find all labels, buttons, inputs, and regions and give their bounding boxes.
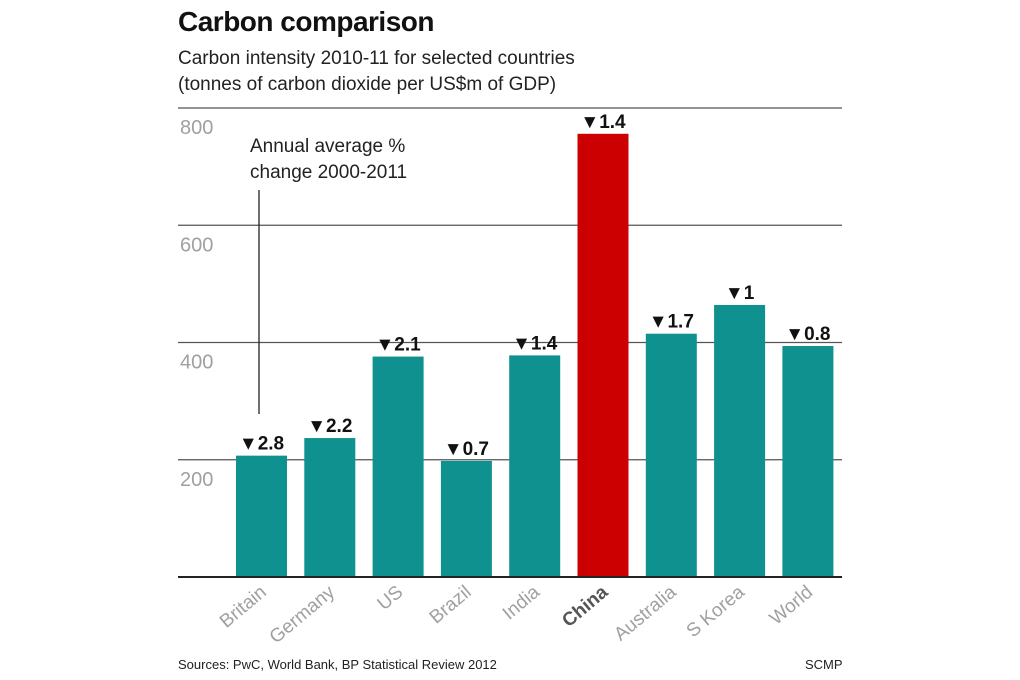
chart-subtitle-line-2: (tonnes of carbon dioxide per US$m of GD… xyxy=(178,74,557,95)
annotation-text: change 2000-2011 xyxy=(250,162,407,183)
change-label: ▼1.4 xyxy=(512,333,558,354)
bar-britain xyxy=(236,455,287,577)
bar-chart: 200 400 600 800 Annual average % change 2000… xyxy=(178,107,842,648)
x-tick-label: China xyxy=(558,581,612,631)
credit-label: SCMP xyxy=(805,657,843,672)
bar-china xyxy=(577,133,629,578)
bars xyxy=(236,133,834,578)
change-label: ▼1 xyxy=(725,283,755,304)
x-tick-label: Germany xyxy=(266,581,340,648)
y-tick-label: 200 xyxy=(180,469,213,491)
bar-australia xyxy=(645,333,697,577)
x-tick-label: Britain xyxy=(216,582,271,633)
bar-germany xyxy=(304,438,356,577)
change-label: ▼2.2 xyxy=(307,416,352,437)
bar-us xyxy=(372,356,424,577)
y-axis-tick-labels: 200 400 600 800 xyxy=(180,117,213,491)
x-tick-label: Brazil xyxy=(426,582,476,629)
change-label: ▼1.4 xyxy=(580,112,626,133)
change-label: ▼0.7 xyxy=(444,439,489,460)
change-labels: ▼2.8 ▼2.2 ▼2.1 ▼0.7 ▼1.4 ▼1.4 ▼1.7 ▼1 ▼0.8 xyxy=(239,112,831,460)
annotation-text: Annual average % xyxy=(250,136,405,157)
x-tick-label: Australia xyxy=(610,581,680,645)
bar-brazil xyxy=(440,460,492,577)
annotation: Annual average % change 2000-2011 xyxy=(250,136,407,414)
x-tick-label: S Korea xyxy=(683,581,749,641)
x-tick-label: India xyxy=(499,581,544,624)
change-label: ▼2.1 xyxy=(375,335,421,356)
bar-india xyxy=(509,355,561,577)
x-tick-label: World xyxy=(766,582,817,630)
y-tick-label: 600 xyxy=(180,234,213,256)
y-tick-label: 400 xyxy=(180,352,213,374)
y-tick-label: 800 xyxy=(180,117,213,139)
chart-subtitle-line-1: Carbon intensity 2010-11 for selected co… xyxy=(178,48,575,69)
change-label: ▼2.8 xyxy=(239,434,284,455)
bar-world xyxy=(782,346,834,577)
change-label: ▼1.7 xyxy=(649,312,694,333)
chart-title: Carbon comparison xyxy=(178,6,434,37)
change-label: ▼0.8 xyxy=(785,324,830,345)
x-tick-label: US xyxy=(374,582,408,615)
bar-s-korea xyxy=(714,304,766,577)
source-note: Sources: PwC, World Bank, BP Statistical… xyxy=(178,657,497,672)
